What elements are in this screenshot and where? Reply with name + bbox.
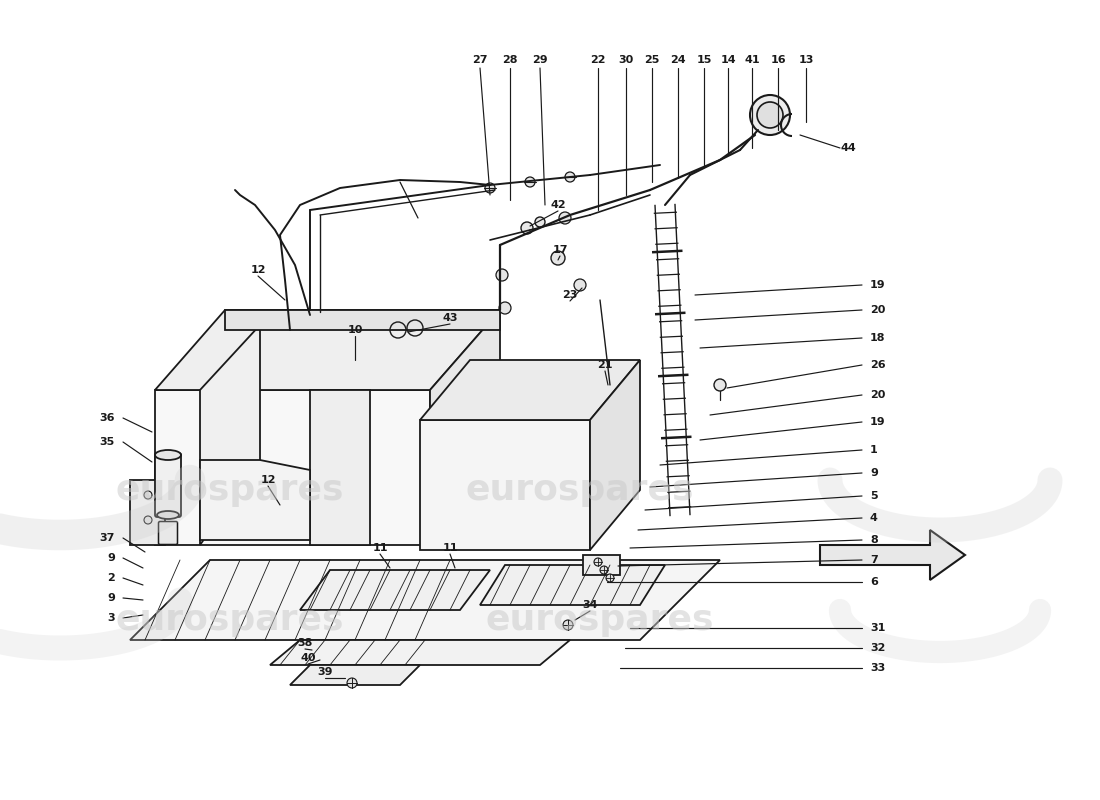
Text: eurospares: eurospares xyxy=(486,603,714,637)
Circle shape xyxy=(594,558,602,566)
Text: 6: 6 xyxy=(870,577,878,587)
Circle shape xyxy=(144,491,152,499)
Text: 39: 39 xyxy=(317,667,332,677)
Circle shape xyxy=(563,620,573,630)
Text: 43: 43 xyxy=(442,313,458,323)
Text: eurospares: eurospares xyxy=(116,473,344,507)
Circle shape xyxy=(574,279,586,291)
Text: 26: 26 xyxy=(870,360,886,370)
Polygon shape xyxy=(130,480,165,545)
Text: 29: 29 xyxy=(532,55,548,65)
Text: 18: 18 xyxy=(870,333,886,343)
Text: 41: 41 xyxy=(745,55,760,65)
Text: 28: 28 xyxy=(503,55,518,65)
Text: 22: 22 xyxy=(591,55,606,65)
Text: 15: 15 xyxy=(696,55,712,65)
Text: 8: 8 xyxy=(870,535,878,545)
Polygon shape xyxy=(300,570,490,610)
Ellipse shape xyxy=(155,450,182,460)
Text: 34: 34 xyxy=(582,600,597,610)
Polygon shape xyxy=(310,390,370,545)
Circle shape xyxy=(496,269,508,281)
Circle shape xyxy=(750,95,790,135)
Text: 11: 11 xyxy=(442,543,458,553)
Text: 20: 20 xyxy=(870,390,886,400)
Polygon shape xyxy=(155,310,501,390)
Text: 25: 25 xyxy=(645,55,660,65)
FancyBboxPatch shape xyxy=(158,522,177,545)
Polygon shape xyxy=(130,560,720,640)
Polygon shape xyxy=(290,665,420,685)
Text: eurospares: eurospares xyxy=(465,473,694,507)
Polygon shape xyxy=(420,420,590,550)
Circle shape xyxy=(559,212,571,224)
Circle shape xyxy=(551,251,565,265)
Text: 20: 20 xyxy=(870,305,886,315)
FancyBboxPatch shape xyxy=(155,453,182,517)
Text: 1: 1 xyxy=(870,445,878,455)
Text: 12: 12 xyxy=(261,475,276,485)
Circle shape xyxy=(346,678,358,688)
Circle shape xyxy=(757,102,783,128)
Polygon shape xyxy=(583,555,620,575)
Text: 38: 38 xyxy=(297,638,312,648)
Text: 2: 2 xyxy=(108,573,115,583)
Text: 32: 32 xyxy=(870,643,886,653)
Polygon shape xyxy=(590,360,640,550)
Text: 12: 12 xyxy=(251,265,266,275)
Text: 11: 11 xyxy=(372,543,387,553)
Text: 37: 37 xyxy=(100,533,116,543)
Text: 33: 33 xyxy=(870,663,886,673)
Circle shape xyxy=(525,177,535,187)
Text: 3: 3 xyxy=(108,613,115,623)
Text: 19: 19 xyxy=(870,417,886,427)
Text: 36: 36 xyxy=(99,413,116,423)
Text: 4: 4 xyxy=(870,513,878,523)
Polygon shape xyxy=(155,390,430,545)
Text: 24: 24 xyxy=(670,55,685,65)
Text: 35: 35 xyxy=(100,437,116,447)
Text: 16: 16 xyxy=(770,55,785,65)
Circle shape xyxy=(485,183,495,193)
Text: 10: 10 xyxy=(348,325,363,335)
Text: 9: 9 xyxy=(870,468,878,478)
Ellipse shape xyxy=(157,511,179,519)
Text: 21: 21 xyxy=(597,360,613,370)
Text: 5: 5 xyxy=(870,491,878,501)
Text: 17: 17 xyxy=(552,245,568,255)
Text: 31: 31 xyxy=(870,623,886,633)
Circle shape xyxy=(606,574,614,582)
Circle shape xyxy=(521,222,534,234)
Text: 27: 27 xyxy=(472,55,487,65)
Circle shape xyxy=(144,516,152,524)
Text: 40: 40 xyxy=(300,653,316,663)
Circle shape xyxy=(535,217,544,227)
Text: 42: 42 xyxy=(550,200,565,210)
Polygon shape xyxy=(820,530,965,580)
Text: 44: 44 xyxy=(840,143,856,153)
Circle shape xyxy=(565,172,575,182)
Text: 23: 23 xyxy=(562,290,578,300)
Text: 9: 9 xyxy=(107,553,116,563)
Text: 30: 30 xyxy=(618,55,634,65)
Polygon shape xyxy=(480,565,666,605)
Text: 19: 19 xyxy=(870,280,886,290)
Text: 13: 13 xyxy=(799,55,814,65)
Polygon shape xyxy=(270,640,570,665)
Polygon shape xyxy=(430,310,500,545)
Polygon shape xyxy=(420,360,640,420)
Text: 9: 9 xyxy=(107,593,116,603)
Text: 14: 14 xyxy=(720,55,736,65)
Polygon shape xyxy=(226,310,500,330)
Circle shape xyxy=(600,566,608,574)
Text: 7: 7 xyxy=(870,555,878,565)
Polygon shape xyxy=(200,325,260,545)
Polygon shape xyxy=(200,460,310,540)
Circle shape xyxy=(714,379,726,391)
Text: eurospares: eurospares xyxy=(116,603,344,637)
Circle shape xyxy=(499,302,512,314)
